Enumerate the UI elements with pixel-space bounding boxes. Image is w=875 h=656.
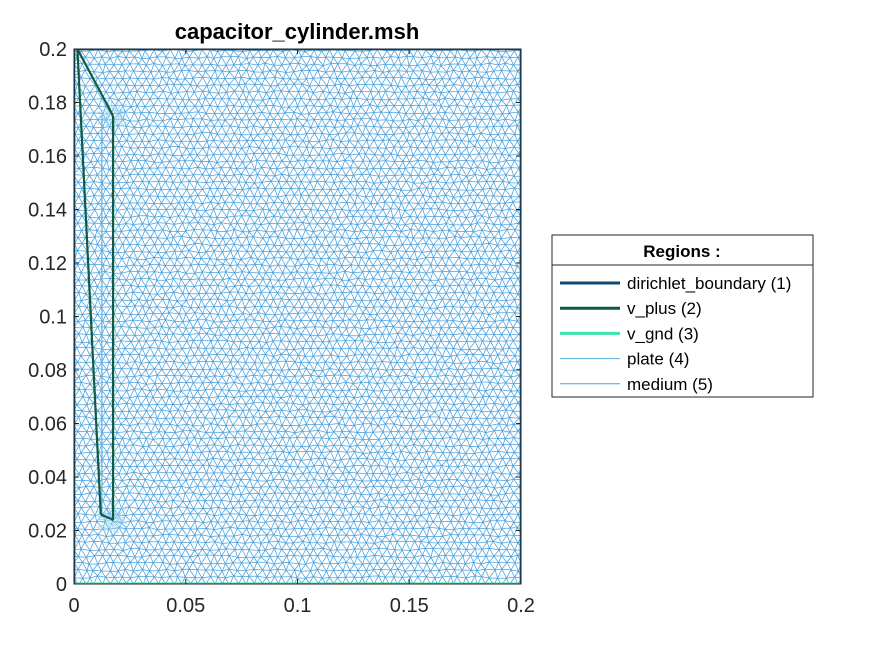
y-tick-label: 0.12 [28,253,67,275]
legend-item: medium (5) [560,375,713,394]
y-tick-label: 0.04 [28,467,67,489]
x-tick-label: 0.05 [166,595,205,617]
legend-label: v_gnd (3) [627,324,699,343]
series-v-plus-2 [76,49,115,521]
legend-items: dirichlet_boundary (1) v_plus (2) v_gnd (3… [560,274,791,394]
y-tick-label: 0.02 [28,521,67,543]
x-tick-label: 0.15 [390,595,429,617]
y-tick-label: 0.18 [28,93,67,115]
y-tick-label: 0 [56,574,67,596]
y-tick-label: 0.08 [28,360,67,382]
series-segment [100,513,114,521]
series-segment [76,49,115,117]
legend-label: medium (5) [627,375,713,394]
y-tick-label: 0.2 [39,39,67,61]
legend-label: v_plus (2) [627,299,702,318]
y-tick-label: 0.16 [28,146,67,168]
legend-item: plate (4) [560,350,689,369]
legend: Regions : dirichlet_boundary (1) v_plus (… [551,234,814,398]
legend-item: v_plus (2) [560,299,702,318]
legend-box [551,234,814,398]
axes: 0 0.05 0.1 0.15 0.2 0 0.02 0.04 0.06 0.08 0.1 0.12… [28,39,535,617]
plot-area [74,49,521,584]
legend-title: Regions : [643,242,720,261]
x-axis-ticks: 0 0.05 0.1 0.15 0.2 [68,49,535,617]
x-tick-label: 0.2 [507,595,535,617]
y-tick-label: 0.1 [39,307,67,329]
series-segment [76,49,102,515]
legend-label: dirichlet_boundary (1) [627,274,791,293]
chart-title: capacitor_cylinder.msh [175,19,420,44]
legend-label: plate (4) [627,350,689,369]
mesh-layer [74,49,521,584]
y-tick-label: 0.06 [28,414,67,436]
y-tick-label: 0.14 [28,200,67,222]
x-tick-label: 0.1 [284,595,312,617]
y-axis-ticks: 0 0.02 0.04 0.06 0.08 0.1 0.12 0.14 0.16 0.18 0.2 [28,39,521,596]
legend-item: dirichlet_boundary (1) [560,274,791,293]
legend-item: v_gnd (3) [560,324,699,343]
mesh-edges [74,49,521,584]
boundary-layer [74,49,521,584]
x-tick-label: 0 [68,595,79,617]
